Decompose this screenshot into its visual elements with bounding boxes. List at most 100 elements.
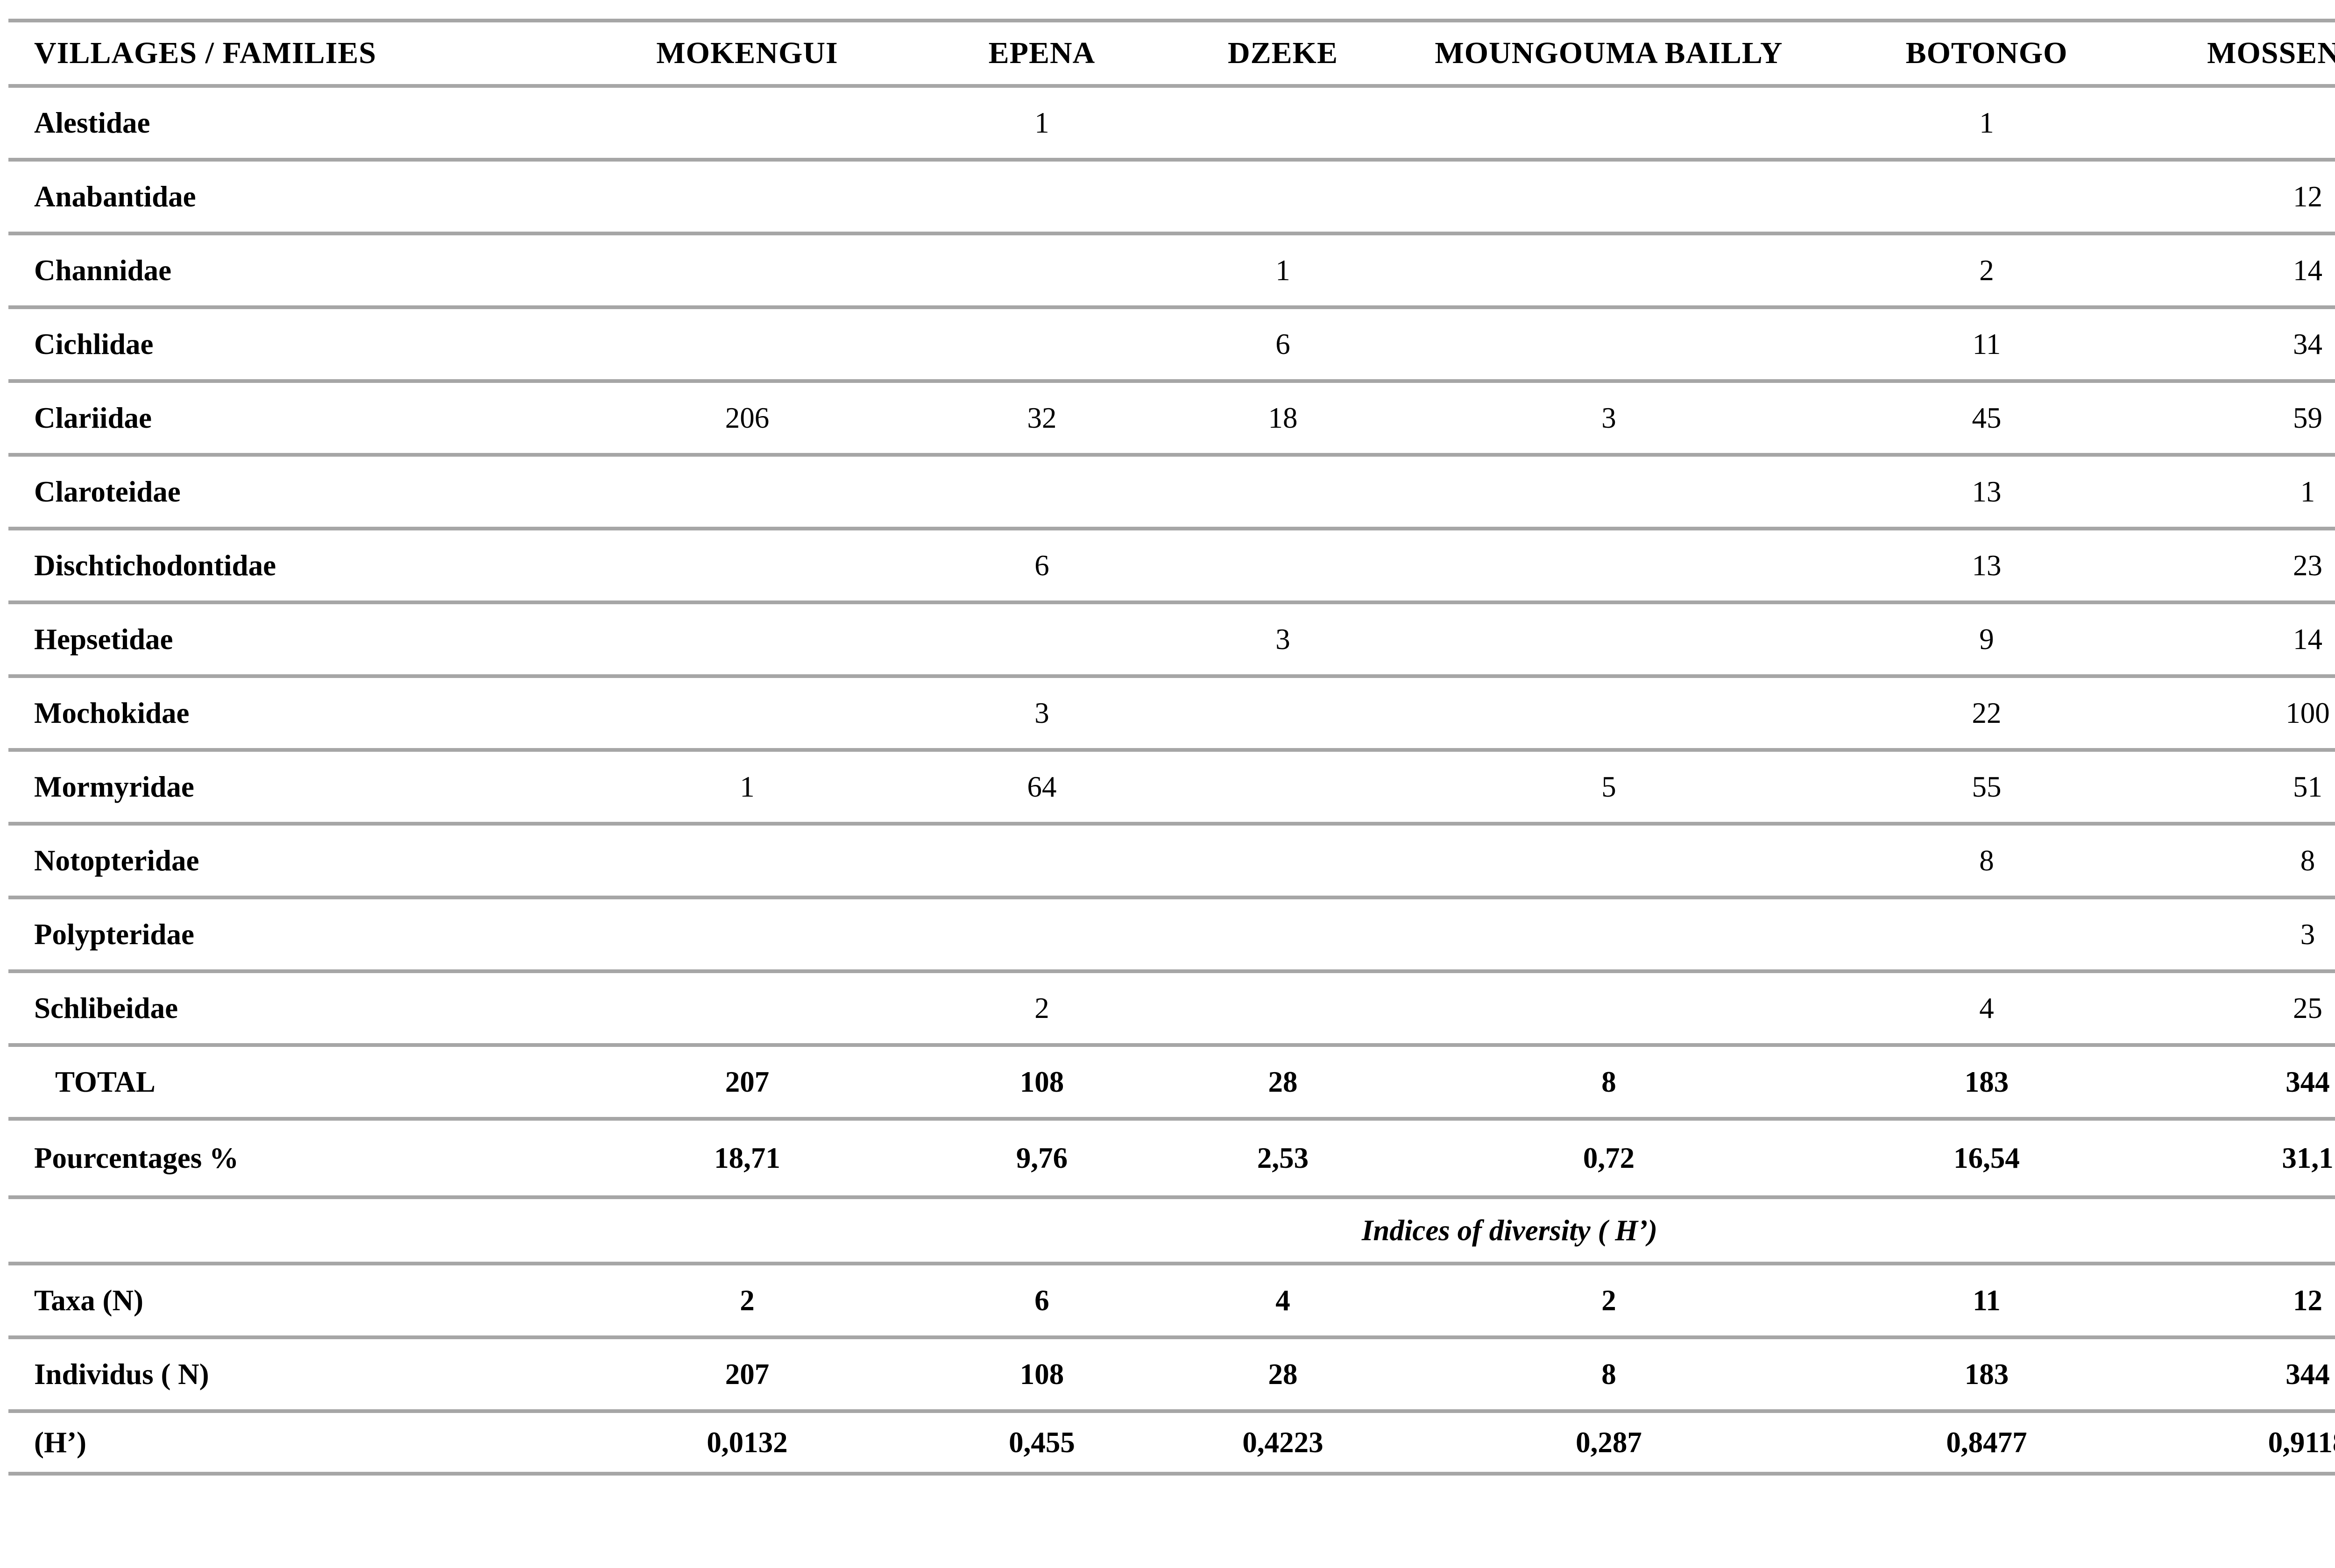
cell-value: 3: [1034, 696, 1049, 729]
h-prime-row: (H’)0,01320,4550,42230,2870,84770,91180,…: [8, 1411, 2335, 1474]
family-row: Mochokidae32210083208: [8, 676, 2335, 750]
cell-value: 31,1: [2282, 1141, 2334, 1174]
cell-value: 8: [1979, 844, 1994, 877]
column-header: MOUNGOUMA BAILLY: [1435, 36, 1783, 70]
cell-value: 11: [1973, 1284, 2001, 1317]
table-header: VILLAGES / FAMILIES MOKENGUI EPENA DZEKE MOU…: [8, 21, 2335, 86]
cell-value: 2: [1034, 991, 1049, 1024]
cell-value: 59: [2293, 401, 2322, 434]
column-header: MOKENGUI: [656, 36, 838, 70]
cell-value: 11: [1972, 327, 2001, 360]
cell-value: 6: [1034, 1284, 1049, 1317]
cell-value: 34: [2293, 327, 2322, 360]
cell-value: 1: [1275, 254, 1290, 287]
column-header: MOSSENGUE: [2207, 36, 2335, 70]
cell-value: 9,76: [1016, 1141, 1068, 1174]
cell-value: [1169, 160, 1396, 233]
cell-value: [580, 897, 914, 971]
cell-value: 344: [2285, 1357, 2330, 1391]
percentages-label: Pourcentages %: [34, 1141, 239, 1174]
cell-value: [1169, 455, 1396, 529]
cell-value: 13: [1972, 549, 2002, 582]
family-row: Mormyridae1645555118194: [8, 750, 2335, 824]
cell-value: [580, 676, 914, 750]
family-row: Cichlidae6113488139: [8, 307, 2335, 381]
family-row: Hepsetidae391426: [8, 602, 2335, 676]
header-row: VILLAGES / FAMILIES MOKENGUI EPENA DZEKE MOU…: [8, 21, 2335, 86]
cell-value: [580, 602, 914, 676]
cell-value: 23: [2293, 549, 2322, 582]
cell-value: 0,72: [1583, 1141, 1635, 1174]
cell-value: [580, 455, 914, 529]
family-label: Dischtichodontidae: [34, 549, 276, 582]
cell-value: [1396, 602, 1821, 676]
individus-row: Individus ( N)207108288183344228: [8, 1337, 2335, 1411]
cell-value: 28: [1268, 1357, 1298, 1391]
family-row: Dischtichodontidae6132342: [8, 529, 2335, 602]
cell-value: 12: [2293, 180, 2322, 213]
cell-value: 8: [1601, 1065, 1616, 1098]
cell-value: 4: [1275, 1284, 1290, 1317]
family-row: Channidae12142037: [8, 233, 2335, 307]
column-header: BOTONGO: [1905, 36, 2068, 70]
cell-value: 3: [1275, 622, 1290, 656]
cell-value: 4: [1979, 991, 1994, 1024]
cell-value: [580, 233, 914, 307]
cell-value: [1396, 455, 1821, 529]
cell-value: 5: [1601, 770, 1616, 803]
cell-value: 0,4223: [1242, 1426, 1323, 1459]
family-label: Notopteridae: [34, 844, 199, 877]
column-header: VILLAGES / FAMILIES: [34, 36, 376, 70]
cell-value: 6: [1034, 549, 1049, 582]
cell-value: 6: [1275, 327, 1290, 360]
column-header: EPENA: [988, 36, 1096, 70]
cell-value: 2,53: [1257, 1141, 1309, 1174]
cell-value: 12: [2293, 1284, 2322, 1317]
cell-value: 183: [1964, 1065, 2009, 1098]
cell-value: 0,287: [1576, 1426, 1642, 1459]
family-row: Notopteridae8816: [8, 824, 2335, 897]
cell-value: 207: [725, 1065, 770, 1098]
cell-value: 18,71: [714, 1141, 780, 1174]
cell-value: 45: [1972, 401, 2002, 434]
cell-value: [914, 602, 1169, 676]
cell-value: [914, 455, 1169, 529]
family-row: Polypteridae33: [8, 897, 2335, 971]
section-heading: Indices of diversity ( H’): [1361, 1214, 1658, 1247]
cell-value: 9: [1979, 622, 1994, 656]
family-row: Clariidae20632183455918381: [8, 381, 2335, 455]
family-label: Mormyridae: [34, 770, 194, 803]
family-label: Mochokidae: [34, 696, 190, 729]
cell-value: 22: [1972, 696, 2002, 729]
species-by-village-table: VILLAGES / FAMILIES MOKENGUI EPENA DZEKE MOU…: [8, 19, 2335, 1476]
family-label: Polypteridae: [34, 918, 194, 951]
cell-value: [580, 307, 914, 381]
cell-value: 25: [2293, 991, 2322, 1024]
cell-value: 108: [1019, 1357, 1064, 1391]
cell-value: 14: [2293, 254, 2322, 287]
cell-value: [2152, 86, 2335, 160]
cell-value: 1: [1979, 106, 1994, 139]
cell-value: 0,0132: [707, 1426, 788, 1459]
cell-value: 2: [1979, 254, 1994, 287]
family-label: Channidae: [34, 254, 172, 287]
table-body: Alestidae112Anabantidae1212Channidae1214…: [8, 86, 2335, 1474]
cell-value: 183: [1964, 1357, 2009, 1391]
cell-value: [1396, 824, 1821, 897]
cell-value: [1396, 897, 1821, 971]
taxa-row: Taxa (N)264211126: [8, 1264, 2335, 1337]
cell-value: [1396, 86, 1821, 160]
cell-value: [1821, 160, 2152, 233]
cell-value: 16,54: [1953, 1141, 2020, 1174]
cell-value: 0,455: [1009, 1426, 1075, 1459]
family-label: Hepsetidae: [34, 622, 173, 656]
cell-value: [1396, 971, 1821, 1045]
cell-value: 28: [1268, 1065, 1298, 1098]
cell-value: [914, 160, 1169, 233]
cell-value: [1396, 676, 1821, 750]
column-header: DZEKE: [1227, 36, 1338, 70]
cell-value: 51: [2293, 770, 2322, 803]
individus-label: Individus ( N): [34, 1357, 209, 1391]
cell-value: [914, 824, 1169, 897]
